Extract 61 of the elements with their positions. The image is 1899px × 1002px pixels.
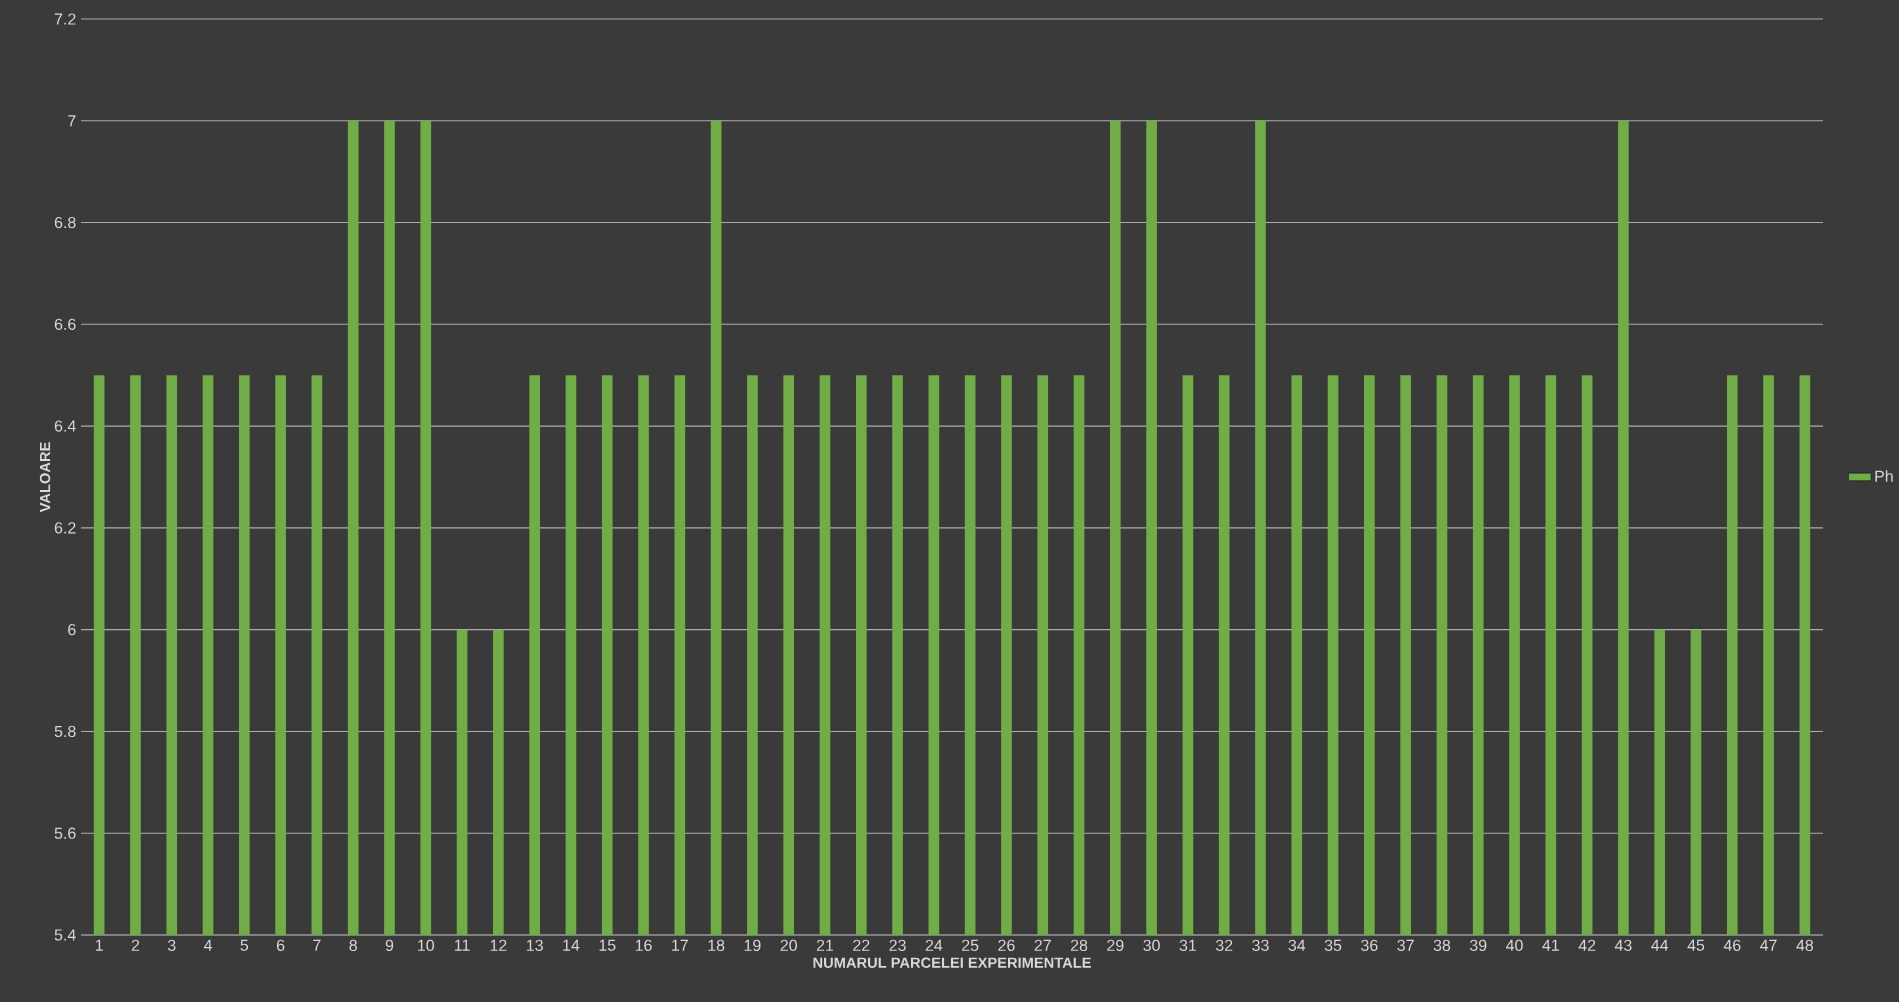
x-tick-label: 45 xyxy=(1687,939,1705,951)
y-tick-label: 5.6 xyxy=(54,827,76,839)
x-tick-label: 24 xyxy=(925,939,943,951)
x-tick-label: 20 xyxy=(780,939,797,952)
x-tick-label: 14 xyxy=(563,939,580,951)
x-tick-label: 35 xyxy=(1324,939,1342,952)
x-tick-label: 33 xyxy=(1252,939,1269,952)
x-tick-label: 47 xyxy=(1760,939,1777,951)
y-tick-label: 6.4 xyxy=(54,420,76,432)
y-tick-label: 7 xyxy=(68,115,76,127)
x-tick-label: 15 xyxy=(599,939,616,951)
x-tick-label: 32 xyxy=(1215,939,1233,952)
x-tick-label: 34 xyxy=(1288,939,1306,952)
x-tick-label: 2 xyxy=(131,939,140,951)
x-tick-label: 26 xyxy=(998,939,1015,952)
y-tick-label: 6.8 xyxy=(54,216,76,229)
x-tick-label: 7 xyxy=(313,939,321,951)
x-tick-label: 19 xyxy=(744,939,761,952)
x-tick-label: 11 xyxy=(454,939,470,951)
x-tick-label: 28 xyxy=(1070,939,1088,952)
y-tick-label: 6.6 xyxy=(54,318,76,330)
x-tick-label: 31 xyxy=(1179,939,1197,952)
x-tick-label: 42 xyxy=(1578,939,1596,951)
x-tick-label: 38 xyxy=(1433,939,1451,952)
x-tick-label: 30 xyxy=(1143,939,1160,952)
x-tick-label: 48 xyxy=(1796,939,1814,952)
x-tick-label: 6 xyxy=(276,939,285,952)
y-tick-label: 5.4 xyxy=(54,929,76,941)
x-tick-label: 41 xyxy=(1542,939,1559,951)
x-tick-label: 4 xyxy=(203,939,213,951)
x-tick-label: 37 xyxy=(1397,939,1414,952)
x-tick-label: 9 xyxy=(385,939,394,952)
x-tick-label: 27 xyxy=(1034,939,1051,951)
y-tick-label: 6.2 xyxy=(54,522,76,534)
x-tick-label: 13 xyxy=(526,939,543,952)
x-tick-label: 21 xyxy=(816,939,834,951)
x-tick-label: 40 xyxy=(1506,939,1523,952)
x-tick-label: 36 xyxy=(1361,939,1378,952)
x-tick-label: 46 xyxy=(1723,939,1741,952)
x-tick-label: 39 xyxy=(1469,939,1487,952)
x-tick-label: 17 xyxy=(672,939,688,951)
x-tick-label: 12 xyxy=(490,939,507,951)
x-tick-label: 23 xyxy=(889,939,906,952)
x-tick-label: 3 xyxy=(167,939,176,952)
y-tick-label: 7.2 xyxy=(54,13,76,25)
legend-label: Ph xyxy=(1875,470,1893,482)
x-tick-label: 29 xyxy=(1107,939,1124,952)
x-tick-label: 16 xyxy=(635,939,652,952)
x-tick-label: 8 xyxy=(349,939,357,952)
x-tick-label: 1 xyxy=(95,939,103,951)
x-tick-label: 5 xyxy=(240,939,249,951)
x-tick-label: 43 xyxy=(1614,939,1632,952)
y-tick-label: 6 xyxy=(68,623,76,636)
y-tick-label: 5.8 xyxy=(54,725,76,738)
x-axis-title: NUMARUL PARCELEI EXPERIMENTALE xyxy=(813,957,1091,968)
x-tick-label: 22 xyxy=(853,939,870,951)
x-tick-label: 18 xyxy=(708,939,725,952)
x-tick-label: 10 xyxy=(418,939,435,952)
x-tick-label: 25 xyxy=(962,939,979,952)
x-tick-label: 44 xyxy=(1651,939,1669,951)
y-axis-title: VALOARE xyxy=(39,442,51,513)
